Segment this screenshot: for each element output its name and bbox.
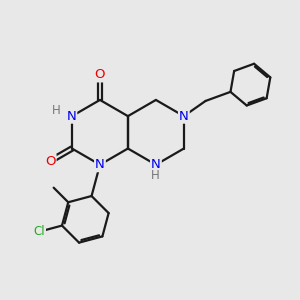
Text: H: H (151, 169, 160, 182)
Text: N: N (179, 110, 189, 123)
Text: O: O (95, 68, 105, 81)
Text: N: N (67, 110, 76, 123)
Text: N: N (95, 158, 105, 171)
Text: Cl: Cl (33, 225, 45, 238)
Text: N: N (151, 158, 161, 171)
Text: O: O (45, 154, 56, 167)
Text: H: H (52, 104, 61, 117)
